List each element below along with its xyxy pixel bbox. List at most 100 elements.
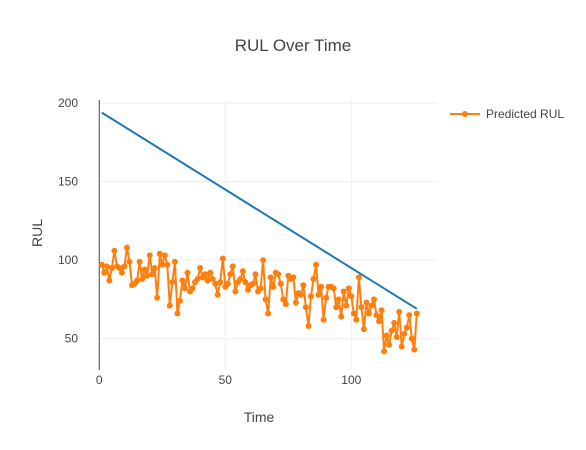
data-point[interactable]	[166, 302, 173, 309]
data-point[interactable]	[358, 304, 365, 311]
data-point[interactable]	[371, 296, 377, 303]
data-point[interactable]	[217, 279, 224, 286]
data-point[interactable]	[401, 330, 408, 337]
data-point[interactable]	[355, 274, 362, 281]
data-point[interactable]	[368, 302, 375, 309]
data-point[interactable]	[245, 286, 251, 293]
data-point[interactable]	[330, 285, 337, 292]
data-point[interactable]	[214, 291, 221, 298]
data-point[interactable]	[318, 283, 325, 290]
data-point[interactable]	[134, 277, 141, 284]
data-point[interactable]	[242, 279, 249, 286]
data-point[interactable]	[156, 250, 163, 257]
data-point[interactable]	[315, 291, 322, 298]
data-point[interactable]	[219, 255, 226, 262]
data-point[interactable]	[141, 266, 148, 273]
data-point[interactable]	[262, 296, 269, 303]
data-point[interactable]	[108, 265, 115, 271]
data-point[interactable]	[159, 261, 166, 268]
data-point[interactable]	[250, 280, 256, 287]
data-point[interactable]	[212, 280, 219, 287]
data-point[interactable]	[297, 291, 304, 298]
data-point[interactable]	[224, 280, 231, 287]
data-point[interactable]	[265, 310, 272, 317]
legend[interactable]: Predicted RUL	[450, 107, 564, 121]
data-point[interactable]	[320, 316, 327, 323]
data-point[interactable]	[267, 274, 274, 281]
data-point[interactable]	[227, 271, 234, 278]
data-point[interactable]	[323, 294, 330, 301]
data-point[interactable]	[116, 265, 123, 271]
data-point[interactable]	[290, 274, 297, 281]
data-point[interactable]	[229, 263, 236, 270]
data-point[interactable]	[365, 310, 372, 317]
data-point[interactable]	[98, 261, 105, 268]
data-point[interactable]	[121, 263, 128, 270]
data-point[interactable]	[139, 276, 146, 282]
data-point[interactable]	[149, 271, 156, 278]
data-point[interactable]	[136, 258, 143, 265]
data-point[interactable]	[348, 293, 355, 300]
data-point[interactable]	[118, 269, 125, 276]
data-point[interactable]	[300, 282, 307, 289]
data-point[interactable]	[338, 313, 345, 320]
data-point[interactable]	[340, 288, 347, 295]
data-point[interactable]	[386, 341, 393, 348]
data-point[interactable]	[164, 261, 171, 268]
data-point[interactable]	[144, 272, 151, 279]
data-point[interactable]	[406, 312, 413, 319]
data-point[interactable]	[207, 269, 214, 276]
data-point[interactable]	[111, 247, 118, 254]
data-point[interactable]	[353, 316, 360, 323]
data-point[interactable]	[378, 307, 385, 314]
data-point[interactable]	[126, 258, 133, 265]
data-point[interactable]	[275, 271, 282, 278]
data-point[interactable]	[209, 276, 216, 282]
data-point[interactable]	[277, 280, 284, 287]
data-point[interactable]	[310, 276, 317, 282]
data-point[interactable]	[396, 308, 403, 315]
data-point[interactable]	[313, 261, 319, 268]
data-point[interactable]	[373, 312, 380, 319]
data-point[interactable]	[237, 276, 244, 282]
data-point[interactable]	[106, 277, 113, 284]
data-point[interactable]	[161, 252, 168, 259]
data-point[interactable]	[202, 271, 209, 278]
data-point[interactable]	[197, 265, 204, 271]
data-point[interactable]	[350, 310, 357, 317]
data-point[interactable]	[146, 252, 153, 259]
data-point[interactable]	[151, 265, 158, 271]
data-point[interactable]	[232, 288, 239, 295]
data-point[interactable]	[305, 323, 312, 329]
data-point[interactable]	[182, 285, 188, 292]
data-point[interactable]	[388, 327, 395, 334]
data-point[interactable]	[381, 348, 388, 355]
data-point[interactable]	[103, 263, 110, 270]
data-point[interactable]	[252, 271, 259, 278]
data-point[interactable]	[204, 277, 211, 284]
data-point[interactable]	[393, 334, 400, 340]
data-point[interactable]	[292, 299, 299, 306]
data-point[interactable]	[270, 283, 277, 290]
data-point[interactable]	[260, 257, 267, 264]
data-point[interactable]	[194, 276, 201, 282]
data-point[interactable]	[171, 258, 178, 265]
data-point[interactable]	[345, 285, 352, 292]
data-point[interactable]	[363, 299, 370, 306]
data-point[interactable]	[343, 302, 350, 309]
data-point[interactable]	[174, 310, 181, 317]
data-point[interactable]	[333, 304, 340, 311]
data-point[interactable]	[189, 285, 196, 292]
data-point[interactable]	[257, 285, 264, 292]
data-point[interactable]	[411, 346, 418, 353]
data-point[interactable]	[360, 326, 367, 333]
data-point[interactable]	[184, 269, 191, 276]
data-point[interactable]	[408, 335, 415, 342]
data-point[interactable]	[154, 294, 161, 301]
data-point[interactable]	[391, 319, 398, 326]
data-point[interactable]	[282, 301, 289, 308]
data-point[interactable]	[179, 277, 186, 284]
data-point[interactable]	[101, 269, 108, 276]
data-point[interactable]	[239, 268, 246, 275]
data-point[interactable]	[335, 296, 342, 303]
